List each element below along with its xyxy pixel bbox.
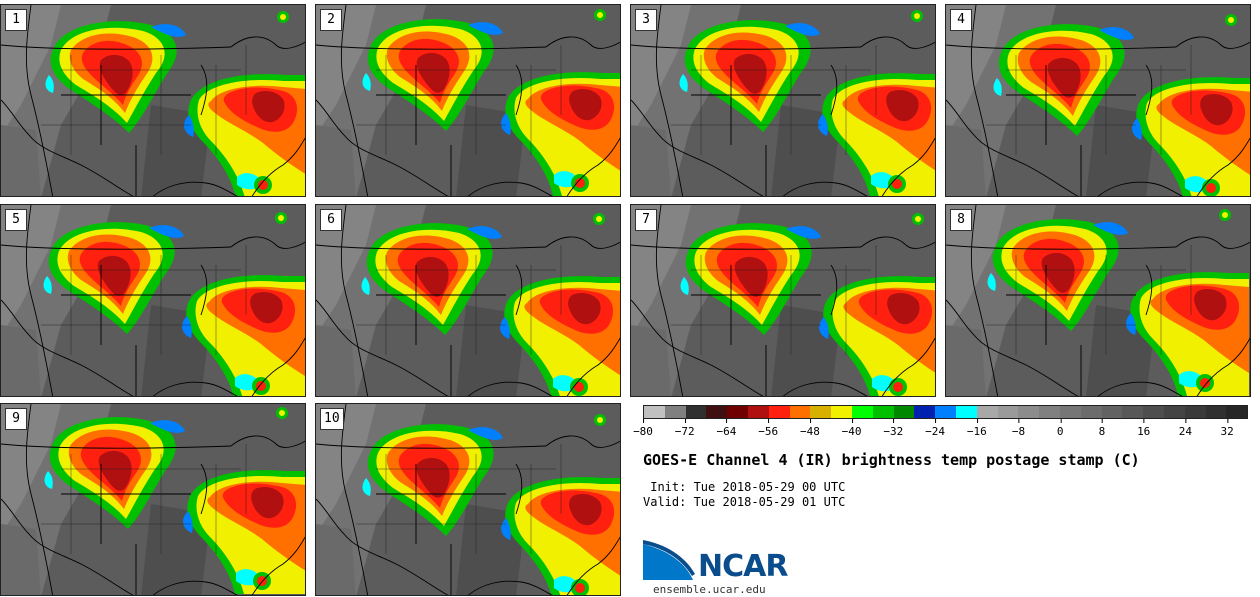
postage-stamp-panel: 5 xyxy=(0,204,306,397)
colorbar-swatch xyxy=(893,406,915,418)
colorbar-swatch xyxy=(831,406,852,418)
panel-number: 1 xyxy=(5,9,27,31)
colorbar-swatch xyxy=(1163,406,1185,418)
colorbar-tick-label: 16 xyxy=(1137,419,1150,438)
colorbar-swatch xyxy=(955,406,977,418)
colorbar-tick-label: −16 xyxy=(967,419,987,438)
postage-stamp-panel: 6 xyxy=(315,204,621,397)
website-url: ensemble.ucar.edu xyxy=(653,583,766,596)
colorbar-swatch xyxy=(997,406,1019,418)
colorbar-swatch xyxy=(914,406,936,418)
satellite-ir-map xyxy=(946,205,1250,396)
satellite-ir-map xyxy=(1,5,305,196)
colorbar-tick-label: 24 xyxy=(1179,419,1192,438)
colorbar-tick-label: −56 xyxy=(758,419,778,438)
colorbar-tick-label: 0 xyxy=(1057,419,1064,438)
colorbar-swatch xyxy=(810,406,832,418)
colorbar-swatch xyxy=(727,406,748,418)
satellite-ir-map xyxy=(316,404,620,595)
colorbar-swatch xyxy=(664,406,686,418)
colorbar-tick-label: −40 xyxy=(842,419,862,438)
panel-number: 5 xyxy=(5,209,27,231)
colorbar-swatch xyxy=(789,406,811,418)
panel-number: 3 xyxy=(635,9,657,31)
colorbar-swatch xyxy=(644,406,665,418)
colorbar-swatch xyxy=(685,406,707,418)
satellite-ir-map xyxy=(946,5,1250,196)
postage-stamp-panel: 2 xyxy=(315,4,621,197)
panel-number: 6 xyxy=(320,209,342,231)
panel-number: 7 xyxy=(635,209,657,231)
colorbar-swatch xyxy=(1018,406,1040,418)
colorbar-swatch xyxy=(1059,406,1081,418)
colorbar xyxy=(643,405,1248,419)
colorbar-tick-label: −8 xyxy=(1012,419,1025,438)
colorbar-swatch xyxy=(976,406,998,418)
postage-stamp-panel: 10 xyxy=(315,403,621,596)
colorbar-swatch xyxy=(1039,406,1060,418)
ncar-logo-text: NCAR xyxy=(698,549,788,584)
panel-number: 10 xyxy=(320,408,344,430)
ncar-logo-icon xyxy=(643,540,695,580)
colorbar-swatch xyxy=(768,406,790,418)
colorbar-swatch xyxy=(872,406,894,418)
colorbar-tick-label: −72 xyxy=(675,419,695,438)
satellite-ir-map xyxy=(631,5,935,196)
satellite-ir-map xyxy=(1,404,305,595)
colorbar-swatch xyxy=(1122,406,1144,418)
colorbar-swatch xyxy=(851,406,873,418)
colorbar-tick-label: −64 xyxy=(717,419,736,438)
colorbar-swatch xyxy=(1184,406,1206,418)
init-time: Init: Tue 2018-05-29 00 UTC xyxy=(643,480,846,494)
colorbar-swatch xyxy=(1143,406,1164,418)
figure-title: GOES-E Channel 4 (IR) brightness temp po… xyxy=(643,451,1140,469)
postage-stamp-panel: 8 xyxy=(945,204,1251,397)
satellite-ir-map xyxy=(631,205,935,396)
colorbar-tick-label: −80 xyxy=(633,419,653,438)
postage-stamp-panel: 4 xyxy=(945,4,1251,197)
colorbar-tick-label: −48 xyxy=(800,419,820,438)
colorbar-swatch xyxy=(706,406,728,418)
colorbar-tick-label: 8 xyxy=(1099,419,1105,438)
colorbar-swatch xyxy=(747,406,769,418)
valid-time: Valid: Tue 2018-05-29 01 UTC xyxy=(643,495,846,509)
colorbar-swatch xyxy=(935,406,956,418)
colorbar-tick-label: −24 xyxy=(925,419,945,438)
colorbar-swatch xyxy=(1101,406,1123,418)
colorbar-tick-label: 32 xyxy=(1221,419,1234,438)
satellite-ir-map xyxy=(316,205,620,396)
colorbar-swatch xyxy=(1205,406,1227,418)
postage-stamp-panel: 9 xyxy=(0,403,306,596)
panel-number: 9 xyxy=(5,408,27,430)
colorbar-tick-label: −32 xyxy=(883,419,903,438)
colorbar-ticks: −80 −72 −64 −56 −48 −40 −32 −24 −16 −8 0 8 16 24 32 xyxy=(633,419,1248,439)
panel-number: 4 xyxy=(950,9,972,31)
satellite-ir-map xyxy=(316,5,620,196)
postage-stamp-panel: 3 xyxy=(630,4,936,197)
panel-number: 2 xyxy=(320,9,342,31)
postage-stamp-panel: 7 xyxy=(630,204,936,397)
postage-stamp-panel: 1 xyxy=(0,4,306,197)
panel-number: 8 xyxy=(950,209,972,231)
colorbar-swatch xyxy=(1080,406,1102,418)
satellite-ir-map xyxy=(1,205,305,396)
colorbar-swatch xyxy=(1226,406,1248,418)
